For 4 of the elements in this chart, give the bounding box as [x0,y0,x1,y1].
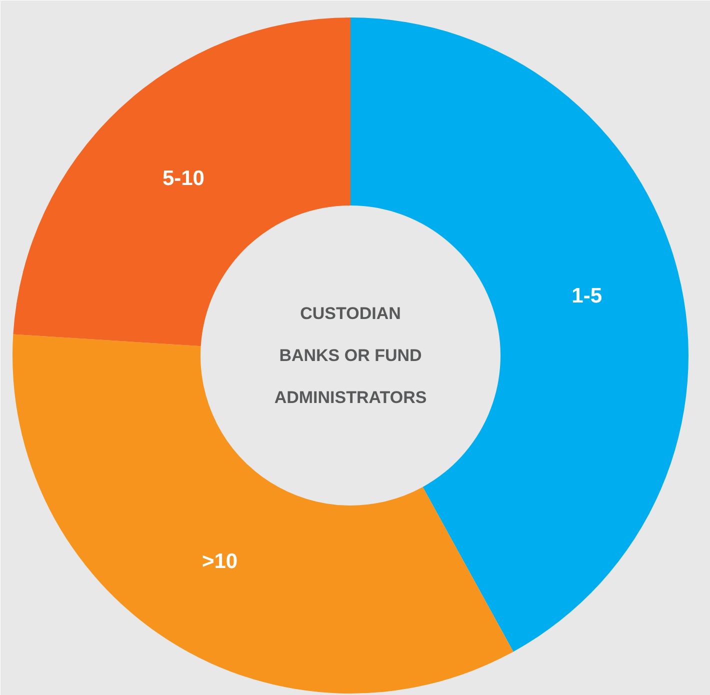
slice-label: >10 [202,550,238,574]
slice-label: 5-10 [162,167,204,190]
slice-label: 1-5 [572,284,602,308]
chart-title: CUSTODIAN BANKS OR FUND ADMINISTRATORS [274,304,427,407]
